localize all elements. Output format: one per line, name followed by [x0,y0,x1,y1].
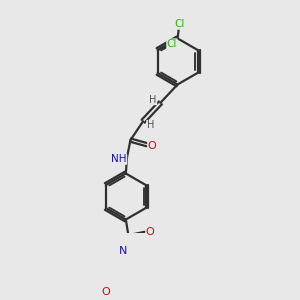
Text: N: N [119,246,127,256]
Text: H: H [149,94,157,105]
Text: H: H [147,120,154,130]
Text: O: O [101,287,110,297]
Text: NH: NH [111,154,127,164]
Text: O: O [148,141,156,151]
Text: Cl: Cl [174,19,184,29]
Text: O: O [146,227,154,237]
Text: Cl: Cl [167,39,177,49]
